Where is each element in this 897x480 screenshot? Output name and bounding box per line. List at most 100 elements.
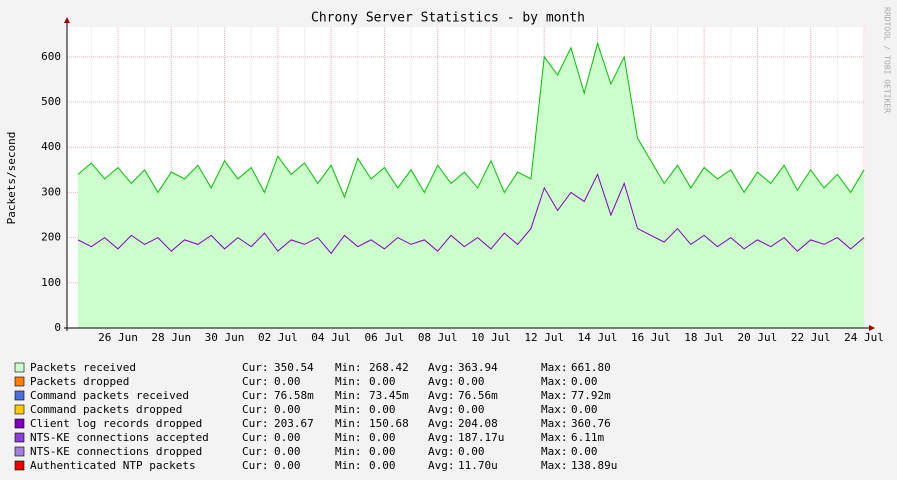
y-tick-label: 0 <box>54 321 61 334</box>
stat-label: Min: <box>335 389 362 402</box>
stat-value: 0.00 <box>458 445 485 458</box>
stat-value: 661.80 <box>571 361 611 374</box>
stat-value: 76.58m <box>274 389 314 402</box>
x-tick-label: 14 Jul <box>578 331 618 344</box>
stat-label: Avg: <box>428 403 455 416</box>
stat-value: 0.00 <box>458 403 485 416</box>
legend-label: Packets received <box>30 361 136 374</box>
x-tick-label: 02 Jul <box>258 331 298 344</box>
stat-value: 0.00 <box>369 445 396 458</box>
y-tick-label: 300 <box>41 185 61 198</box>
stat-label: Max: <box>541 445 568 458</box>
stat-label: Avg: <box>428 389 455 402</box>
legend-swatch <box>14 362 25 373</box>
stat-label: Min: <box>335 459 362 472</box>
x-tick-label: 18 Jul <box>684 331 724 344</box>
stat-value: 76.56m <box>458 389 498 402</box>
stat-value: 203.67 <box>274 417 314 430</box>
stat-label: Max: <box>541 375 568 388</box>
stat-label: Max: <box>541 431 568 444</box>
legend-swatch <box>14 404 25 415</box>
stat-label: Cur: <box>242 389 269 402</box>
stat-value: 0.00 <box>458 375 485 388</box>
stat-value: 77.92m <box>571 389 611 402</box>
x-tick-label: 12 Jul <box>524 331 564 344</box>
stat-value: 0.00 <box>274 431 301 444</box>
stat-value: 0.00 <box>274 459 301 472</box>
x-tick-label: 24 Jul <box>844 331 884 344</box>
stat-label: Cur: <box>242 361 269 374</box>
stat-label: Min: <box>335 445 362 458</box>
legend-swatch <box>14 390 25 401</box>
stat-label: Avg: <box>428 375 455 388</box>
stat-value: 138.89u <box>571 459 617 472</box>
stat-value: 0.00 <box>369 403 396 416</box>
legend-label: Client log records dropped <box>30 417 202 430</box>
stat-value: 73.45m <box>369 389 409 402</box>
watermark: RRDTOOL / TOBI OETIKER <box>883 7 892 113</box>
stat-value: 204.08 <box>458 417 498 430</box>
x-tick-label: 06 Jul <box>365 331 405 344</box>
stat-label: Cur: <box>242 375 269 388</box>
stat-label: Min: <box>335 431 362 444</box>
y-tick-label: 400 <box>41 140 61 153</box>
legend-label: Authenticated NTP packets <box>30 459 196 472</box>
x-tick-label: 26 Jun <box>98 331 138 344</box>
stat-label: Avg: <box>428 361 455 374</box>
x-tick-label: 04 Jul <box>311 331 351 344</box>
stat-value: 0.00 <box>274 403 301 416</box>
legend-label: Packets dropped <box>30 375 129 388</box>
stat-label: Min: <box>335 375 362 388</box>
x-tick-label: 22 Jul <box>791 331 831 344</box>
legend-swatch <box>14 376 25 387</box>
stat-label: Min: <box>335 417 362 430</box>
stat-label: Avg: <box>428 417 455 430</box>
stat-label: Min: <box>335 361 362 374</box>
x-tick-label: 08 Jul <box>418 331 458 344</box>
legend-label: Command packets received <box>30 389 189 402</box>
stat-label: Max: <box>541 389 568 402</box>
area-fill <box>78 43 864 329</box>
legend-label: Command packets dropped <box>30 403 182 416</box>
series-line <box>77 41 865 199</box>
stat-value: 0.00 <box>571 445 598 458</box>
y-axis-label: Packets/second <box>5 132 18 225</box>
y-tick-label: 100 <box>41 276 61 289</box>
stat-value: 0.00 <box>369 375 396 388</box>
stat-value: 0.00 <box>571 403 598 416</box>
stat-value: 0.00 <box>274 445 301 458</box>
stat-value: 187.17u <box>458 431 504 444</box>
x-arrow <box>869 325 875 331</box>
y-tick-label: 200 <box>41 231 61 244</box>
stat-label: Cur: <box>242 445 269 458</box>
legend-label: NTS-KE connections accepted <box>30 431 209 444</box>
legend-label: NTS-KE connections dropped <box>30 445 202 458</box>
x-tick-label: 10 Jul <box>471 331 511 344</box>
stat-value: 350.54 <box>274 361 314 374</box>
legend-swatch <box>14 418 25 429</box>
stat-value: 11.70u <box>458 459 498 472</box>
stat-value: 6.11m <box>571 431 604 444</box>
stat-label: Cur: <box>242 417 269 430</box>
stat-label: Max: <box>541 417 568 430</box>
legend-swatch <box>14 460 25 471</box>
stat-value: 0.00 <box>274 375 301 388</box>
stat-value: 0.00 <box>369 459 396 472</box>
stat-value: 0.00 <box>369 431 396 444</box>
legend-swatch <box>14 432 25 443</box>
stat-value: 360.76 <box>571 417 611 430</box>
x-tick-label: 16 Jul <box>631 331 671 344</box>
stat-label: Max: <box>541 361 568 374</box>
stat-label: Avg: <box>428 459 455 472</box>
stat-value: 363.94 <box>458 361 498 374</box>
stat-label: Avg: <box>428 445 455 458</box>
chart-title: Chrony Server Statistics - by month <box>311 11 585 26</box>
stat-label: Max: <box>541 459 568 472</box>
stat-value: 0.00 <box>571 375 598 388</box>
y-tick-label: 500 <box>41 95 61 108</box>
stat-label: Max: <box>541 403 568 416</box>
y-tick-label: 600 <box>41 50 61 63</box>
stat-label: Cur: <box>242 459 269 472</box>
